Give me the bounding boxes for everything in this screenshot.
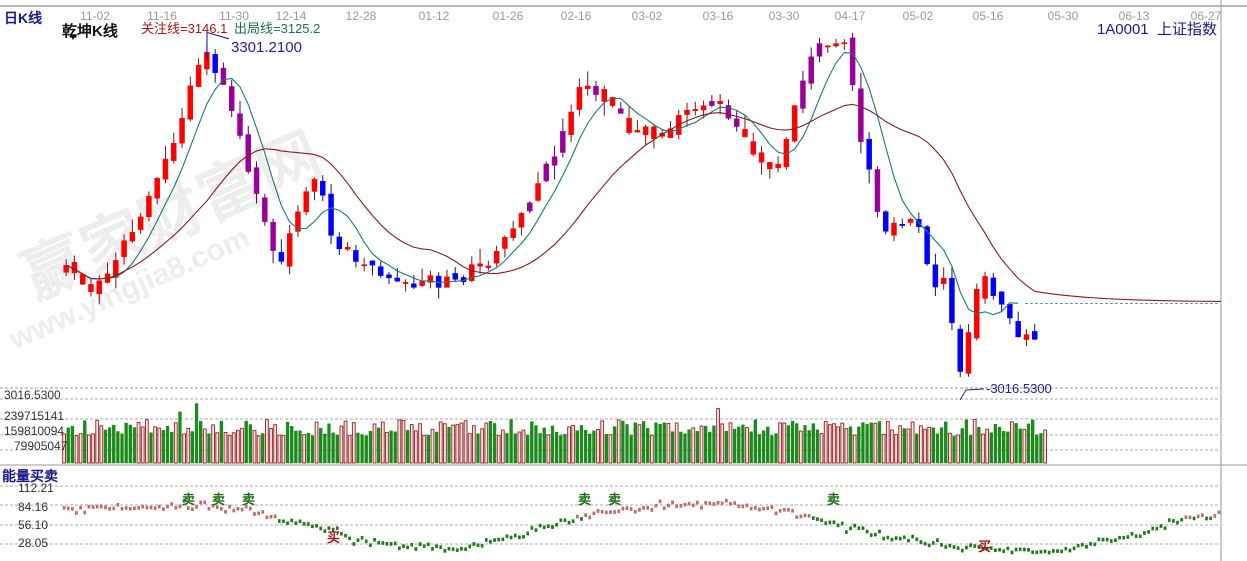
- svg-text:-3016.5300: -3016.5300: [986, 381, 1052, 396]
- svg-text:3301.2100: 3301.2100: [231, 39, 302, 56]
